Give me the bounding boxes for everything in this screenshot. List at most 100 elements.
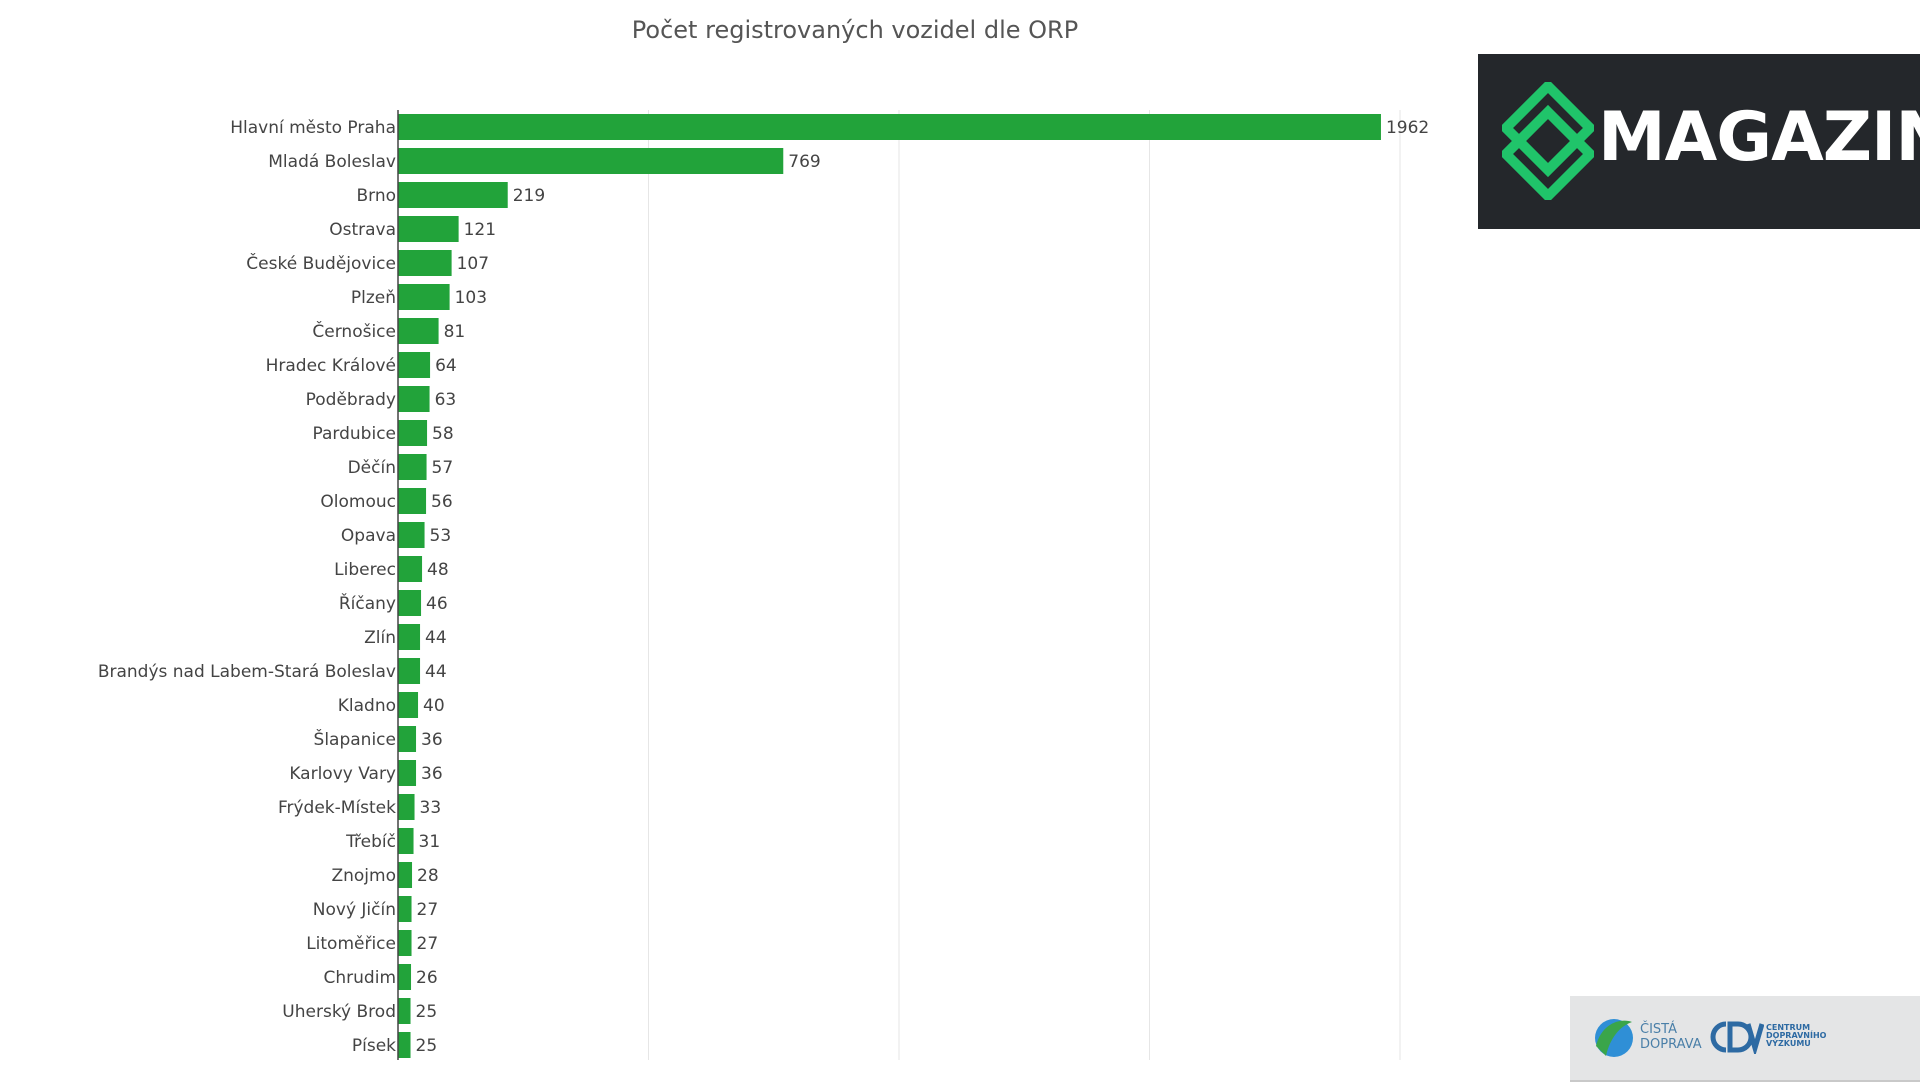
category-label: Ostrava bbox=[329, 220, 396, 240]
value-label: 103 bbox=[455, 288, 487, 308]
bar bbox=[398, 862, 413, 888]
bar bbox=[398, 250, 452, 276]
category-label: Karlovy Vary bbox=[289, 764, 396, 784]
category-label: Hradec Králové bbox=[266, 356, 396, 376]
value-label: 40 bbox=[423, 696, 445, 716]
bar bbox=[398, 318, 439, 344]
bar bbox=[398, 386, 430, 412]
bar bbox=[398, 692, 419, 718]
value-label: 28 bbox=[417, 866, 439, 886]
cdv-line2: DOPRAVNÍHO bbox=[1766, 1031, 1827, 1040]
value-label: 36 bbox=[421, 730, 443, 750]
bar bbox=[398, 794, 415, 820]
value-label: 56 bbox=[431, 492, 453, 512]
bar bbox=[398, 964, 412, 990]
category-label: Černošice bbox=[312, 320, 396, 342]
category-label: Děčín bbox=[348, 458, 396, 478]
bars bbox=[398, 114, 1381, 1058]
magazin-wordmark: MAGAZIN bbox=[1598, 98, 1920, 177]
bar bbox=[398, 624, 421, 650]
category-label: Opava bbox=[341, 526, 396, 546]
category-label: Poděbrady bbox=[306, 390, 396, 410]
cista-doprava-text: ČISTÁ DOPRAVA bbox=[1640, 1022, 1702, 1052]
category-label: Znojmo bbox=[331, 866, 396, 886]
value-label: 31 bbox=[419, 832, 441, 852]
partner-logos: ČISTÁ DOPRAVA CENTRUM DOPRAVNÍHO VÝZKUMU bbox=[1570, 996, 1920, 1082]
cd-diamond-icon bbox=[1502, 82, 1594, 200]
category-label: Hlavní město Praha bbox=[230, 118, 396, 138]
bar bbox=[398, 896, 412, 922]
bar bbox=[398, 930, 412, 956]
value-label: 63 bbox=[435, 390, 457, 410]
bar bbox=[398, 216, 459, 242]
category-label: Plzeň bbox=[351, 288, 396, 308]
category-label: Brno bbox=[356, 186, 396, 206]
value-label: 1962 bbox=[1386, 118, 1429, 138]
value-label: 64 bbox=[435, 356, 457, 376]
value-label: 107 bbox=[457, 254, 489, 274]
category-label: Chrudim bbox=[324, 968, 396, 988]
gridlines bbox=[648, 110, 1401, 1060]
category-label: Zlín bbox=[364, 628, 396, 648]
cdv-text: CENTRUM DOPRAVNÍHO VÝZKUMU bbox=[1766, 1024, 1826, 1048]
bar bbox=[398, 114, 1381, 140]
cista-line2: DOPRAVA bbox=[1640, 1037, 1702, 1052]
value-label: 58 bbox=[432, 424, 454, 444]
cdv-icon bbox=[1710, 1021, 1764, 1054]
category-label: Frýdek-Místek bbox=[278, 798, 396, 818]
value-label: 36 bbox=[421, 764, 443, 784]
category-label: Třebíč bbox=[345, 832, 396, 852]
value-label: 25 bbox=[416, 1036, 438, 1056]
bar bbox=[398, 454, 427, 480]
magazin-logo: MAGAZIN bbox=[1478, 54, 1920, 229]
cdv-line3: VÝZKUMU bbox=[1766, 1039, 1811, 1048]
value-label: 26 bbox=[416, 968, 438, 988]
value-label: 33 bbox=[420, 798, 442, 818]
category-label: Pardubice bbox=[313, 424, 396, 444]
bar bbox=[398, 148, 784, 174]
bar bbox=[398, 726, 417, 752]
value-label: 44 bbox=[425, 662, 447, 682]
category-label: Šlapanice bbox=[314, 728, 396, 750]
bar bbox=[398, 420, 428, 446]
value-label: 27 bbox=[417, 934, 439, 954]
cdv-line1: CENTRUM bbox=[1766, 1023, 1811, 1032]
value-label: 48 bbox=[427, 560, 449, 580]
category-label: Nový Jičín bbox=[313, 900, 396, 920]
bar bbox=[398, 284, 450, 310]
category-label: Říčany bbox=[339, 592, 396, 614]
cista-doprava-icon bbox=[1595, 1019, 1633, 1057]
bar bbox=[398, 522, 425, 548]
bar bbox=[398, 590, 422, 616]
category-label: Uherský Brod bbox=[282, 1002, 396, 1022]
value-label: 25 bbox=[416, 1002, 438, 1022]
bar bbox=[398, 760, 417, 786]
bar bbox=[398, 998, 411, 1024]
category-label: Písek bbox=[352, 1036, 396, 1056]
category-label: Liberec bbox=[334, 560, 396, 580]
value-label: 121 bbox=[464, 220, 496, 240]
value-label: 27 bbox=[417, 900, 439, 920]
category-label: Brandýs nad Labem-Stará Boleslav bbox=[98, 662, 396, 682]
value-label: 219 bbox=[513, 186, 545, 206]
value-label: 769 bbox=[788, 152, 820, 172]
bar-chart: Hlavní město Praha Mladá Boleslav Brno Ostr… bbox=[98, 110, 1430, 1060]
value-label: 53 bbox=[430, 526, 452, 546]
category-label: České Budějovice bbox=[246, 252, 396, 274]
value-labels: 1962 769 219 121 107 103 81 64 63 58 57 56 53 48 46 44 4… bbox=[416, 118, 1430, 1056]
category-labels: Hlavní město Praha Mladá Boleslav Brno Ostr… bbox=[98, 118, 396, 1056]
bar bbox=[398, 556, 423, 582]
category-label: Olomouc bbox=[320, 492, 396, 512]
category-label: Mladá Boleslav bbox=[268, 152, 396, 172]
bar bbox=[398, 828, 414, 854]
category-label: Litoměřice bbox=[306, 934, 396, 954]
bar bbox=[398, 488, 427, 514]
chart-title: Počet registrovaných vozidel dle ORP bbox=[631, 16, 1079, 44]
bar bbox=[398, 658, 421, 684]
category-label: Kladno bbox=[338, 696, 396, 716]
bar bbox=[398, 182, 508, 208]
value-label: 44 bbox=[425, 628, 447, 648]
cista-line1: ČISTÁ bbox=[1640, 1022, 1677, 1037]
value-label: 46 bbox=[426, 594, 448, 614]
value-label: 57 bbox=[432, 458, 454, 478]
